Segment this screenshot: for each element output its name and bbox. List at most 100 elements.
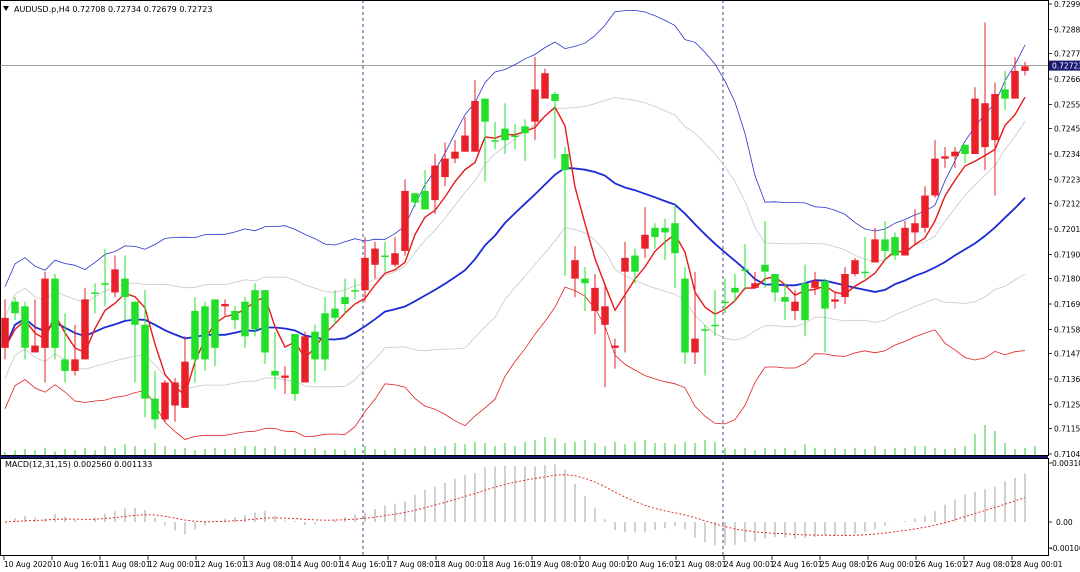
candle[interactable]	[991, 82, 999, 196]
candle[interactable]	[741, 244, 749, 291]
candle[interactable]	[271, 331, 279, 390]
candle[interactable]	[231, 306, 239, 330]
candle[interactable]	[351, 278, 359, 300]
candle[interactable]	[361, 237, 369, 302]
candle[interactable]	[941, 147, 949, 168]
candle[interactable]	[21, 301, 29, 360]
candle[interactable]	[311, 324, 319, 383]
candle[interactable]	[911, 209, 919, 244]
candle[interactable]	[41, 271, 49, 383]
candle[interactable]	[61, 313, 69, 383]
candle[interactable]	[281, 366, 289, 394]
candle[interactable]	[141, 290, 149, 418]
candle[interactable]	[781, 283, 789, 321]
candle[interactable]	[341, 278, 349, 314]
candle[interactable]	[551, 91, 559, 159]
candle[interactable]	[661, 218, 669, 261]
candle[interactable]	[791, 290, 799, 321]
candle[interactable]	[211, 299, 219, 367]
candle[interactable]	[451, 140, 459, 164]
candle[interactable]	[721, 278, 729, 314]
candle[interactable]	[101, 248, 109, 307]
candle[interactable]	[11, 297, 19, 321]
candle[interactable]	[761, 220, 769, 288]
candle[interactable]	[861, 237, 869, 279]
candle[interactable]	[921, 186, 929, 233]
candle[interactable]	[541, 68, 549, 99]
candle[interactable]	[51, 274, 59, 360]
candle[interactable]	[901, 220, 909, 256]
candle[interactable]	[711, 290, 719, 337]
candle[interactable]	[811, 271, 819, 295]
candle[interactable]	[81, 287, 89, 360]
candle[interactable]	[951, 147, 959, 168]
candle[interactable]	[251, 283, 259, 337]
candle[interactable]	[621, 241, 629, 353]
candle[interactable]	[441, 142, 449, 187]
candle[interactable]	[981, 22, 989, 171]
candle[interactable]	[851, 257, 859, 277]
candle[interactable]	[201, 301, 209, 371]
candle[interactable]	[691, 271, 699, 364]
candle[interactable]	[491, 121, 499, 150]
candle[interactable]	[701, 324, 709, 376]
collapse-triangle-icon[interactable]	[3, 6, 9, 11]
candle[interactable]	[131, 301, 139, 383]
candle[interactable]	[71, 324, 79, 376]
candle[interactable]	[831, 292, 839, 309]
candle[interactable]	[611, 338, 619, 369]
candle[interactable]	[151, 370, 159, 429]
candle[interactable]	[181, 336, 189, 408]
candle[interactable]	[471, 80, 479, 152]
candle[interactable]	[391, 237, 399, 268]
candle[interactable]	[241, 297, 249, 348]
candle[interactable]	[421, 170, 429, 210]
candle[interactable]	[841, 267, 849, 304]
candle[interactable]	[521, 119, 529, 161]
candle[interactable]	[401, 179, 409, 256]
candle[interactable]	[291, 334, 299, 401]
candle[interactable]	[801, 264, 809, 337]
candle[interactable]	[411, 193, 419, 208]
candle[interactable]	[481, 98, 489, 182]
candle[interactable]	[1001, 70, 1009, 111]
candle[interactable]	[821, 278, 829, 353]
candle[interactable]	[121, 255, 129, 321]
candle[interactable]	[731, 274, 739, 302]
candle[interactable]	[571, 246, 579, 298]
candle[interactable]	[261, 290, 269, 364]
candle[interactable]	[651, 223, 659, 249]
candle[interactable]	[771, 274, 779, 302]
candle[interactable]	[31, 299, 39, 353]
candle[interactable]	[881, 220, 889, 261]
candle[interactable]	[1, 299, 9, 360]
candle[interactable]	[591, 274, 599, 334]
candle[interactable]	[581, 267, 589, 311]
candle[interactable]	[501, 103, 509, 154]
macd-axis[interactable]: 0.003103 0.00 -0.001006	[1048, 459, 1080, 553]
candle[interactable]	[91, 283, 99, 314]
candle[interactable]	[191, 297, 199, 383]
candle[interactable]	[511, 124, 519, 150]
candle[interactable]	[681, 267, 689, 364]
candle[interactable]	[461, 117, 469, 152]
candle[interactable]	[891, 232, 899, 261]
candle[interactable]	[301, 331, 309, 383]
candle[interactable]	[1021, 61, 1029, 76]
candle[interactable]	[331, 290, 339, 325]
candle[interactable]	[431, 154, 439, 214]
candle[interactable]	[531, 57, 539, 141]
candle[interactable]	[671, 204, 679, 288]
candle[interactable]	[111, 255, 119, 298]
candle[interactable]	[1011, 57, 1019, 99]
candle[interactable]	[931, 140, 939, 198]
candle[interactable]	[321, 297, 329, 371]
candle[interactable]	[601, 283, 609, 388]
candle[interactable]	[751, 271, 759, 288]
candle[interactable]	[381, 241, 389, 272]
candle[interactable]	[561, 147, 569, 277]
candle[interactable]	[221, 299, 229, 316]
